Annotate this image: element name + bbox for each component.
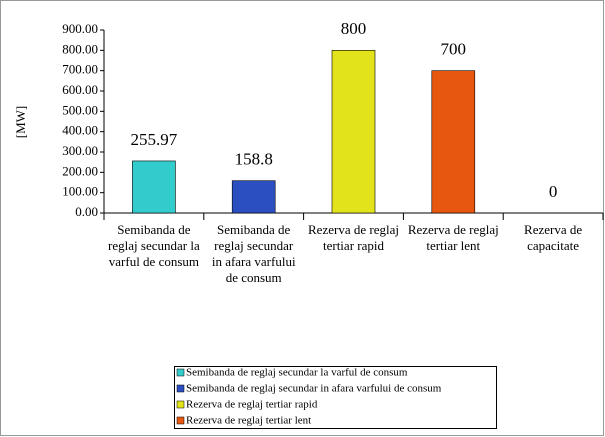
legend-swatch [176,384,185,393]
legend-label: Semibanda de reglaj secundar in afara va… [186,383,442,395]
y-tick-label: 0.00 [75,204,98,219]
value-label: 0 [549,182,558,201]
legend-swatch [176,416,185,425]
legend-label: Rezerva de reglaj tertiar rapid [186,399,318,411]
y-tick-label: 300.00 [62,143,98,158]
y-tick-label: 600.00 [62,82,98,97]
y-tick-label: 500.00 [62,102,98,117]
bar [231,180,276,214]
y-tick-label: 800.00 [62,41,98,56]
legend-swatch [176,368,185,377]
x-tick-label: Rezerva de capacitate [524,222,583,253]
legend-label: Semibanda de reglaj secundar la varful d… [186,367,408,379]
x-tick-label: Rezerva de reglaj tertiar rapid [308,222,399,253]
value-label: 255.97 [131,130,178,149]
y-axis-label: [MW] [13,106,28,139]
x-tick-label: Semibanda de reglaj secundar in afara va… [211,222,296,285]
y-tick-label: 200.00 [62,163,98,178]
y-tick-label: 100.00 [62,184,98,199]
legend-label: Rezerva de reglaj tertiar lent [186,415,311,427]
value-label: 700 [441,40,467,59]
y-tick-label: 400.00 [62,123,98,138]
x-tick-label: Semibanda de reglaj secundar la varful d… [108,222,200,269]
y-tick-label: 900.00 [62,21,98,36]
value-label: 800 [341,19,367,38]
value-label: 158.8 [235,150,273,169]
y-tick-label: 700.00 [62,62,98,77]
legend-swatch [176,400,185,409]
bar [132,160,176,214]
x-tick-label: Rezerva de reglaj tertiar lent [407,222,499,253]
bar [431,70,476,214]
legend-box [174,366,497,429]
bar [331,50,376,214]
